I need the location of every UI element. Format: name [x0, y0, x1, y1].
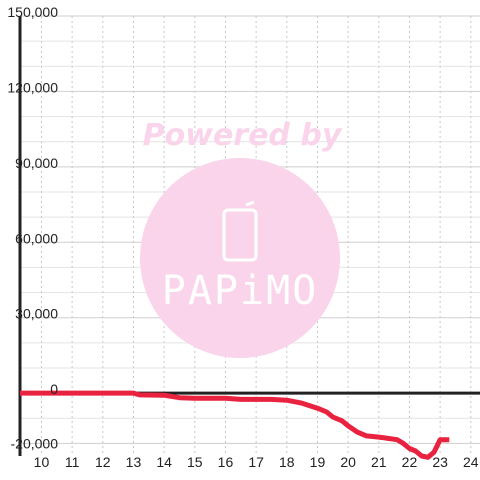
x-tick-label: 19 [310, 454, 326, 470]
y-tick-label: -20,000 [11, 435, 59, 451]
watermark-powered-by: Powered by [143, 118, 343, 153]
x-tick-label: 17 [248, 454, 264, 470]
x-tick-labels: 10 11 12 13 14 15 16 17 18 19 20 21 22 23 24 [34, 454, 479, 470]
y-tick-labels: 150,000 120,000 90,000 60,000 30,000 0 -20,000 [7, 4, 58, 451]
x-tick-label: 12 [95, 454, 111, 470]
phone-icon [222, 200, 258, 262]
y-tick-label: 120,000 [7, 79, 58, 95]
x-tick-label: 14 [156, 454, 172, 470]
x-tick-label: 11 [65, 454, 80, 470]
x-tick-label: 20 [340, 454, 356, 470]
x-tick-label: 22 [402, 454, 418, 470]
x-tick-label: 15 [187, 454, 203, 470]
y-tick-label: 0 [50, 381, 58, 397]
x-tick-label: 21 [371, 454, 387, 470]
x-tick-label: 13 [126, 454, 142, 470]
watermark: Powered by PAPiMO [140, 118, 343, 358]
x-tick-label: 10 [34, 454, 50, 470]
watermark-circle [140, 158, 340, 358]
x-tick-label: 18 [279, 454, 295, 470]
y-tick-label: 150,000 [7, 4, 58, 20]
y-tick-label: 30,000 [15, 306, 58, 322]
y-tick-label: 90,000 [15, 155, 58, 171]
x-tick-label: 24 [463, 454, 479, 470]
watermark-brand: PAPiMO [162, 268, 319, 314]
x-tick-label: 23 [432, 454, 448, 470]
x-tick-label: 16 [218, 454, 234, 470]
series-group [20, 390, 450, 460]
series-line [20, 390, 450, 460]
y-tick-label: 60,000 [15, 230, 58, 246]
